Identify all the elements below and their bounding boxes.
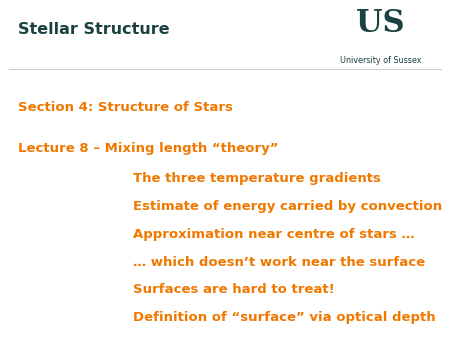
Text: Definition of “surface” via optical depth: Definition of “surface” via optical dept…: [133, 311, 436, 324]
Text: University of Sussex: University of Sussex: [339, 56, 421, 65]
Text: Section 4: Structure of Stars: Section 4: Structure of Stars: [18, 101, 233, 114]
Text: Stellar Structure: Stellar Structure: [18, 22, 170, 37]
Text: The three temperature gradients: The three temperature gradients: [133, 172, 381, 185]
Text: Estimate of energy carried by convection: Estimate of energy carried by convection: [133, 200, 442, 213]
Text: … which doesn’t work near the surface: … which doesn’t work near the surface: [133, 256, 425, 268]
Text: Approximation near centre of stars …: Approximation near centre of stars …: [133, 228, 414, 241]
Text: US: US: [356, 8, 405, 40]
Text: Surfaces are hard to treat!: Surfaces are hard to treat!: [133, 283, 334, 296]
Text: Lecture 8 – Mixing length “theory”: Lecture 8 – Mixing length “theory”: [18, 142, 279, 155]
